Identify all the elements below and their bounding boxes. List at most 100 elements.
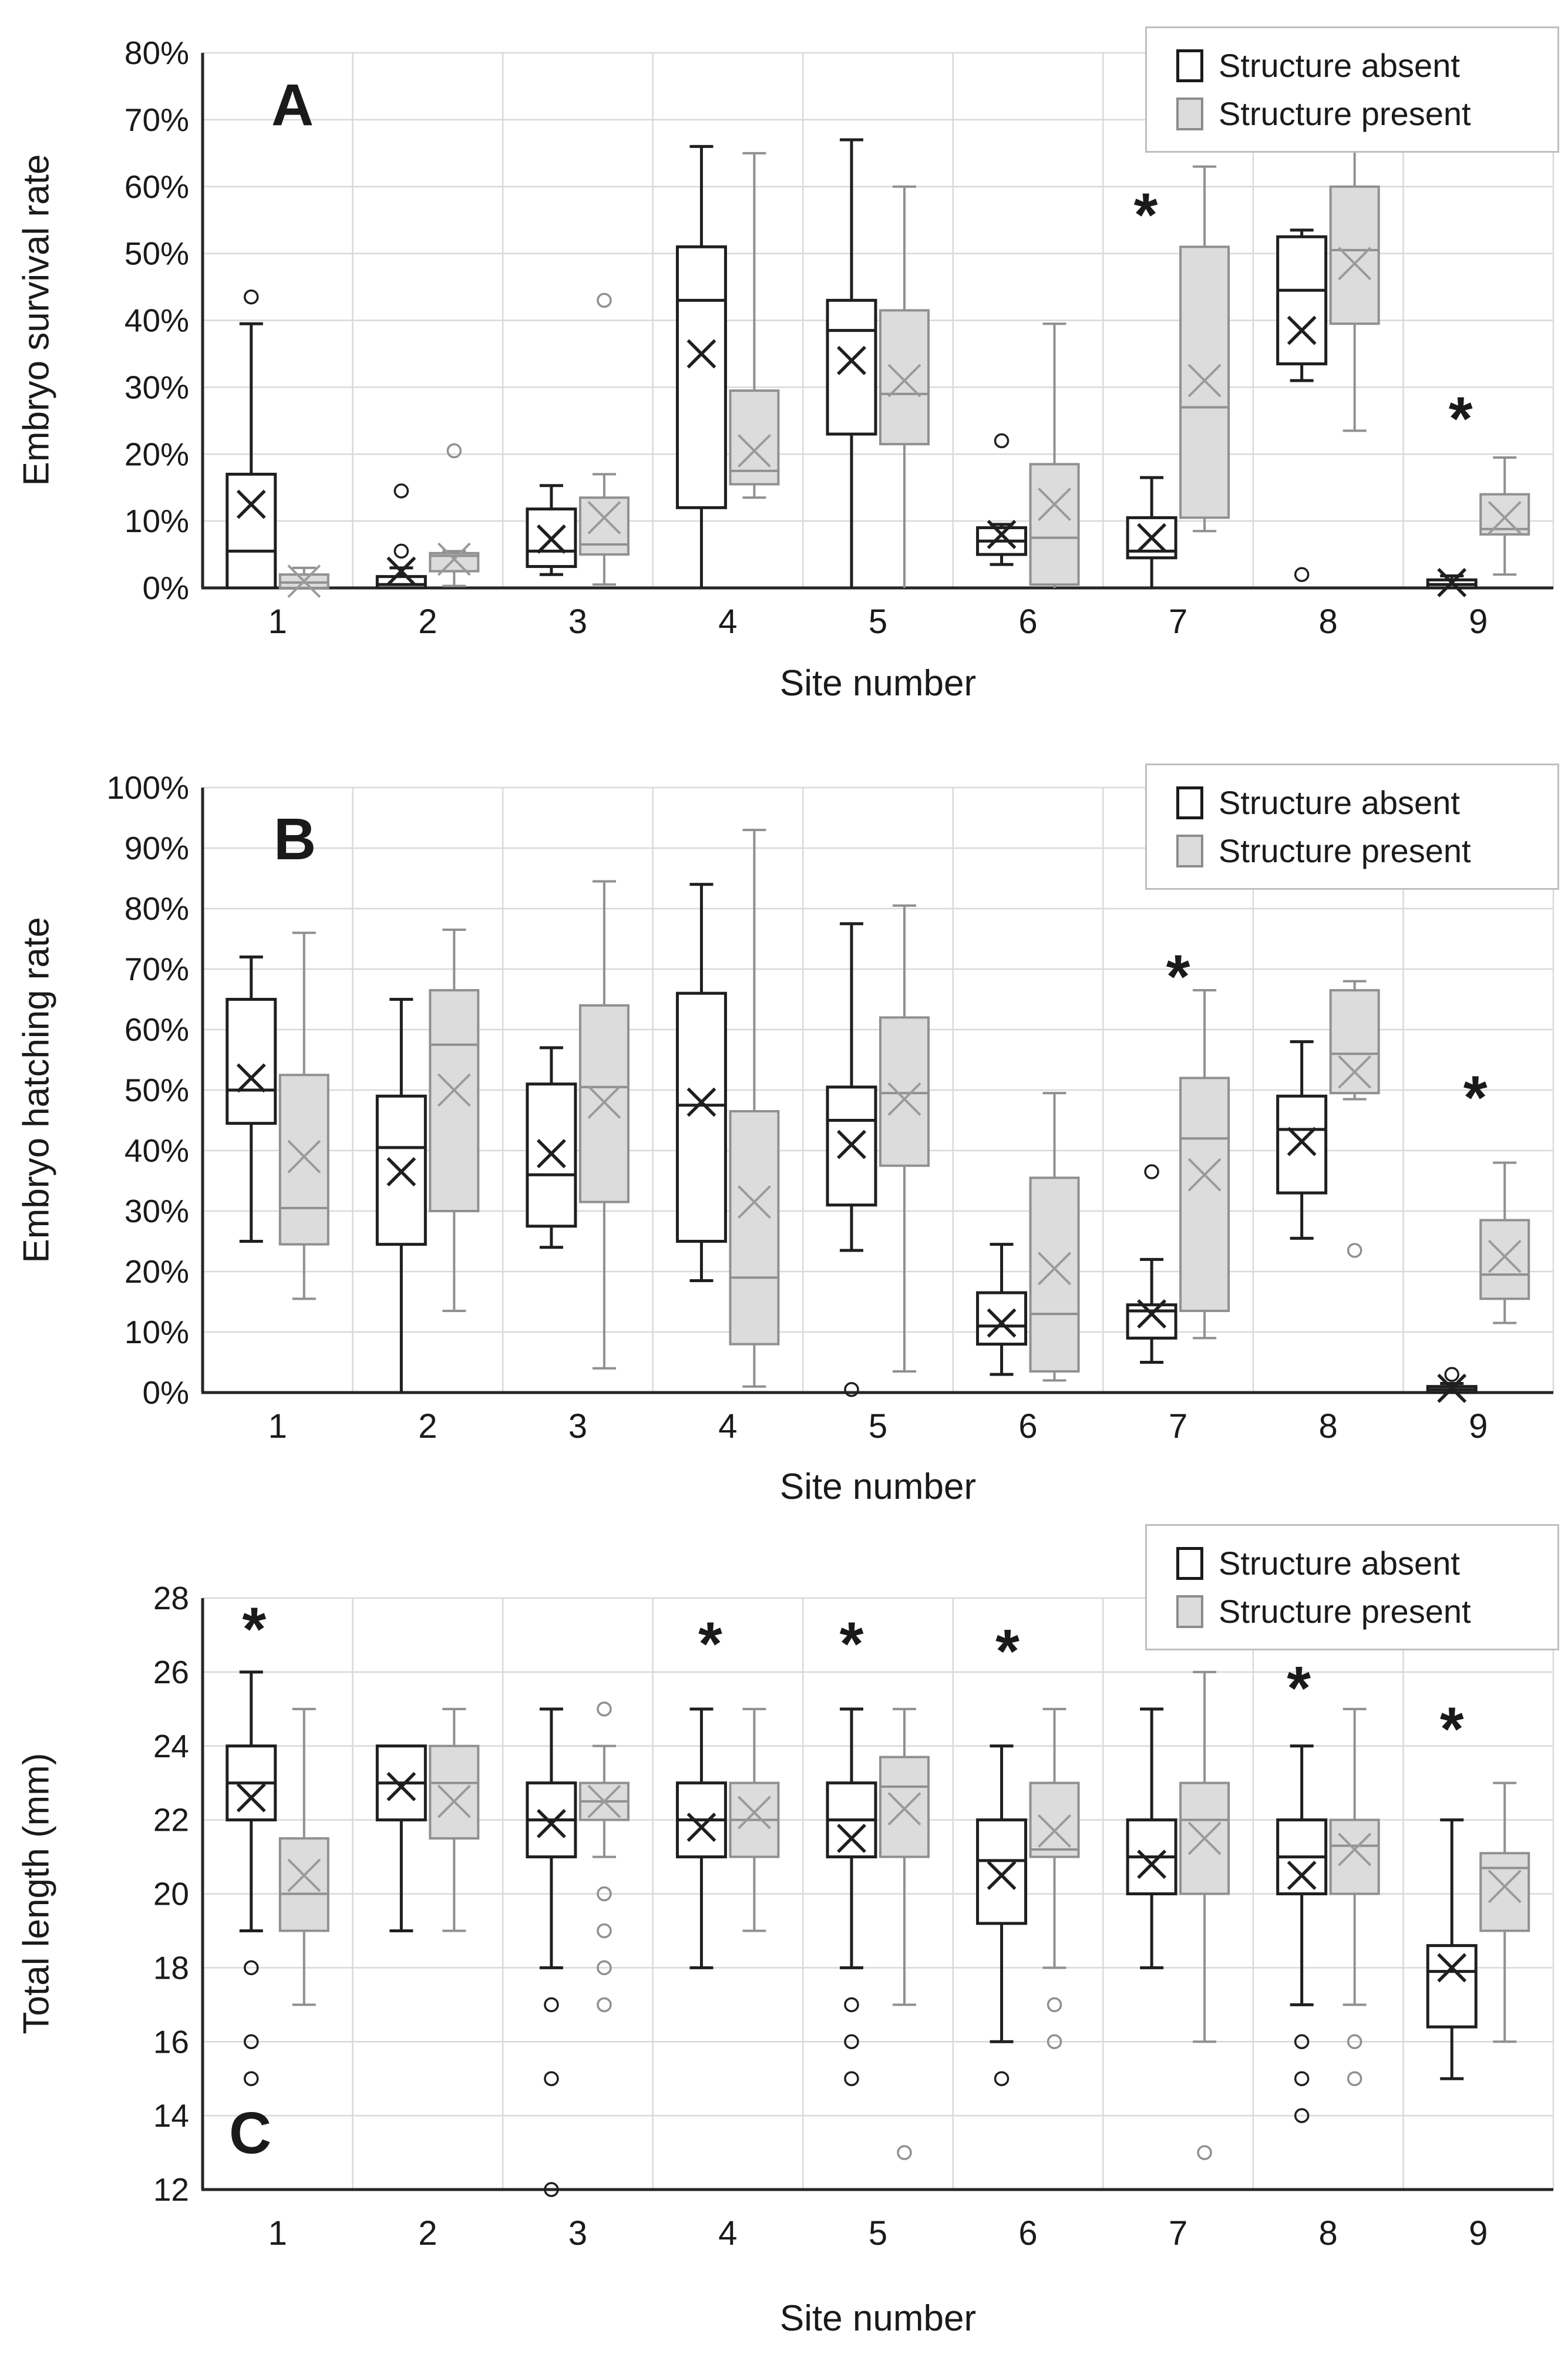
mean-marker-absent bbox=[687, 1812, 716, 1842]
outlier-present bbox=[1047, 1997, 1062, 2013]
significance-star: * bbox=[242, 1595, 266, 1663]
box-present bbox=[1479, 1852, 1530, 1932]
outlier-present bbox=[597, 1923, 612, 1939]
y-axis-label-panel-b: Embryo hatching rate bbox=[16, 917, 57, 1263]
box-absent bbox=[1276, 1094, 1328, 1195]
x-tick-label: 6 bbox=[1018, 2214, 1037, 2252]
outlier-present bbox=[897, 2145, 912, 2160]
legend-swatch-absent-icon bbox=[1176, 786, 1203, 819]
outlier-absent bbox=[244, 2034, 259, 2049]
y-tick-label: 28 bbox=[153, 1580, 189, 1616]
panel-letter-b: B bbox=[274, 806, 317, 872]
mean-marker-absent bbox=[687, 1087, 716, 1117]
mean-marker-absent bbox=[236, 1783, 266, 1812]
mean-marker-absent bbox=[1137, 523, 1167, 553]
x-tick-label: 3 bbox=[568, 2214, 587, 2252]
mean-marker-absent bbox=[536, 524, 566, 554]
mean-marker-present bbox=[1338, 1832, 1372, 1867]
legend-item-structure-present: Structure present bbox=[1176, 97, 1557, 130]
box-present bbox=[1179, 246, 1230, 519]
box-absent bbox=[226, 998, 277, 1125]
outlier-absent bbox=[844, 1997, 859, 2013]
mean-marker-present bbox=[1187, 1821, 1222, 1855]
x-tick-label: 8 bbox=[1319, 2214, 1338, 2252]
box-present bbox=[879, 1756, 930, 1858]
legend-swatch-present-icon bbox=[1176, 1595, 1203, 1628]
legend-panel-c: Structure absent Structure present bbox=[1145, 1524, 1559, 1650]
y-tick-label: 30% bbox=[125, 369, 189, 405]
y-tick-label: 12 bbox=[153, 2171, 189, 2208]
mean-marker-present bbox=[738, 434, 771, 468]
mean-marker-absent bbox=[1137, 1299, 1167, 1329]
y-axis-label-panel-c: Total length (mm) bbox=[16, 1753, 57, 2034]
x-tick-label: 2 bbox=[418, 1407, 437, 1445]
box-present bbox=[1029, 1176, 1080, 1373]
outlier-present bbox=[597, 1701, 612, 1717]
significance-star: * bbox=[1287, 1654, 1311, 1723]
legend-panel-b: Structure absent Structure present bbox=[1145, 764, 1559, 890]
box-present bbox=[1029, 463, 1080, 586]
mean-marker-present bbox=[287, 1858, 321, 1892]
outlier-present bbox=[597, 1886, 612, 1902]
x-axis-label-panel-b: Site number bbox=[779, 1467, 977, 1507]
mean-marker-present bbox=[437, 1073, 471, 1107]
mean-marker-present bbox=[738, 1185, 771, 1219]
x-tick-label: 8 bbox=[1319, 603, 1338, 641]
mean-marker-present bbox=[1038, 487, 1071, 522]
x-tick-label: 1 bbox=[268, 2214, 287, 2252]
box-present bbox=[578, 496, 630, 556]
outlier-present bbox=[597, 1960, 612, 1976]
mean-marker-absent bbox=[1437, 1953, 1467, 1983]
mean-marker-absent bbox=[987, 519, 1017, 549]
x-tick-label: 5 bbox=[869, 1407, 887, 1445]
mean-marker-absent bbox=[236, 1063, 266, 1093]
mean-marker-absent bbox=[1287, 1126, 1317, 1156]
mean-marker-present bbox=[887, 1082, 921, 1116]
box-present bbox=[729, 1110, 780, 1346]
outlier-absent bbox=[1294, 567, 1310, 582]
mean-marker-absent bbox=[1137, 1849, 1167, 1879]
legend-panel-a: Structure absent Structure present bbox=[1145, 26, 1559, 153]
mean-marker-absent bbox=[837, 1129, 866, 1159]
outlier-absent bbox=[844, 2034, 859, 2049]
outlier-absent bbox=[393, 543, 409, 559]
y-tick-label: 20% bbox=[125, 1253, 189, 1290]
outlier-absent bbox=[393, 483, 409, 499]
x-tick-label: 8 bbox=[1319, 1407, 1338, 1445]
box-present bbox=[1479, 1219, 1530, 1300]
x-tick-label: 9 bbox=[1469, 1407, 1488, 1445]
mean-marker-absent bbox=[687, 339, 716, 369]
box-absent bbox=[826, 298, 877, 436]
outlier-present bbox=[597, 1997, 612, 2013]
significance-star: * bbox=[1134, 180, 1158, 249]
x-axis-label-panel-a: Site number bbox=[779, 663, 977, 704]
y-tick-label: 10% bbox=[125, 503, 189, 539]
outlier-absent bbox=[1144, 1164, 1159, 1179]
outlier-absent bbox=[1444, 1367, 1459, 1382]
y-tick-label: 40% bbox=[125, 1132, 189, 1169]
outlier-absent bbox=[1294, 2034, 1310, 2049]
legend-swatch-absent-icon bbox=[1176, 1546, 1203, 1580]
y-tick-label: 0% bbox=[143, 1374, 190, 1411]
legend-item-structure-present: Structure present bbox=[1176, 834, 1557, 867]
mean-marker-absent bbox=[837, 345, 866, 375]
y-tick-label: 30% bbox=[125, 1193, 189, 1229]
legend-swatch-absent-icon bbox=[1176, 49, 1203, 82]
mean-marker-present bbox=[887, 364, 921, 398]
mean-marker-absent bbox=[987, 1308, 1017, 1338]
significance-star: * bbox=[1449, 385, 1473, 453]
mean-marker-present bbox=[437, 542, 471, 576]
mean-marker-present bbox=[1038, 1814, 1071, 1848]
outlier-present bbox=[1347, 2071, 1362, 2086]
y-tick-label: 80% bbox=[125, 890, 189, 927]
significance-star: * bbox=[840, 1610, 864, 1679]
y-tick-label: 0% bbox=[143, 570, 190, 606]
mean-marker-absent bbox=[536, 1139, 566, 1169]
y-tick-label: 50% bbox=[125, 1072, 189, 1108]
y-tick-label: 60% bbox=[125, 1011, 189, 1048]
mean-marker-present bbox=[437, 1784, 471, 1818]
mean-marker-present bbox=[1187, 364, 1222, 398]
mean-marker-present bbox=[1338, 247, 1372, 281]
x-tick-label: 7 bbox=[1169, 2214, 1187, 2252]
